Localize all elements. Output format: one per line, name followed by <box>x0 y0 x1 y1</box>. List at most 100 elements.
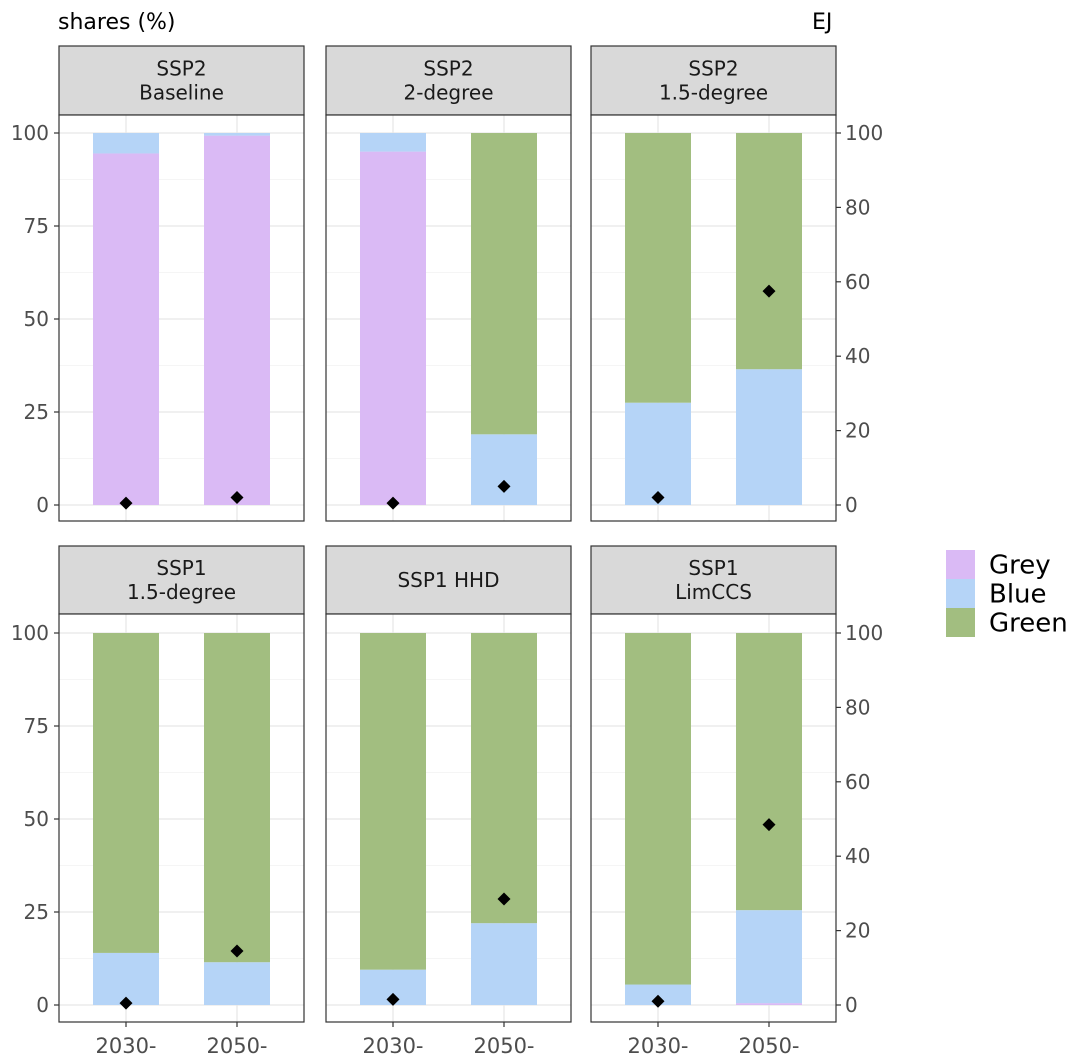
panel-border <box>325 613 572 1023</box>
facet-strip <box>590 45 837 116</box>
bar-segment-blue <box>736 910 802 1004</box>
x-tick-label: 2030- <box>362 1034 423 1058</box>
y-right-tick-label: 0 <box>845 493 858 517</box>
facet-panel: SSP1 HHD 2030- 2050- <box>325 545 572 1058</box>
ej-marker <box>230 491 244 505</box>
facet-title: 2-degree <box>403 81 493 105</box>
bar-segment-blue <box>625 402 691 505</box>
ej-marker <box>762 284 776 298</box>
legend-label: Blue <box>989 580 1047 610</box>
facet-title: 1.5-degree <box>127 580 236 604</box>
bar-segment-green <box>736 133 802 370</box>
ej-marker <box>497 892 511 906</box>
ej-marker <box>651 491 665 505</box>
facet-title: LimCCS <box>675 580 752 604</box>
bar-segment-blue <box>93 952 159 1005</box>
ej-marker <box>230 944 244 958</box>
bar-segment-green <box>471 133 537 435</box>
facet-title: SSP2 <box>156 57 206 81</box>
ej-marker <box>119 996 133 1010</box>
y-right-tick-label: 40 <box>845 844 870 868</box>
ej-marker <box>386 992 400 1006</box>
ej-marker <box>762 818 776 832</box>
y-left-tick-label: 0 <box>36 493 49 517</box>
bar-segment-green <box>93 633 159 953</box>
panel-border <box>590 114 837 522</box>
y-right-tick-label: 20 <box>845 419 870 443</box>
facet-title: SSP2 <box>688 57 738 81</box>
facet-strip <box>325 45 572 116</box>
facet-panels: SSP2Baseline0255075100SSP22-degreeSSP21.… <box>11 45 883 1058</box>
y-right-tick-label: 80 <box>845 695 870 719</box>
facet-strip <box>325 545 572 615</box>
y-left-tick-label: 100 <box>11 121 49 145</box>
facet-title: SSP1 <box>688 556 738 580</box>
y-right-tick-label: 100 <box>845 121 883 145</box>
y-right-title: EJ <box>812 10 832 35</box>
legend-key-grey <box>946 550 975 579</box>
x-tick-label: 2050- <box>473 1034 534 1058</box>
bar-segment-green <box>471 633 537 924</box>
facet-title: 1.5-degree <box>659 81 768 105</box>
bar-segment-grey <box>93 153 159 505</box>
ej-marker <box>386 496 400 510</box>
legend-key-blue <box>946 579 975 608</box>
y-left-tick-label: 75 <box>24 714 49 738</box>
legend-label: Grey <box>989 551 1051 581</box>
facet-strip <box>58 45 305 116</box>
panel-border <box>590 613 837 1023</box>
y-right-tick-label: 60 <box>845 770 870 794</box>
facet-title: SSP2 <box>423 57 473 81</box>
panel-border <box>58 114 305 522</box>
panel-border <box>58 613 305 1023</box>
y-right-tick-label: 80 <box>845 195 870 219</box>
ej-marker <box>497 479 511 493</box>
y-left-title: shares (%) <box>58 10 176 35</box>
x-tick-label: 2050- <box>206 1034 267 1058</box>
y-left-tick-label: 0 <box>36 993 49 1017</box>
bar-segment-blue <box>625 984 691 1005</box>
bar-segment-blue <box>736 369 802 505</box>
bar-segment-green <box>625 133 691 403</box>
y-right-tick-label: 0 <box>845 993 858 1017</box>
legend-label: Green <box>989 609 1068 639</box>
x-tick-label: 2030- <box>627 1034 688 1058</box>
facet-title: SSP1 <box>156 556 206 580</box>
facet-title: Baseline <box>139 81 224 105</box>
y-right-tick-label: 40 <box>845 344 870 368</box>
bar-segment-blue <box>204 133 270 136</box>
bar-segment-blue <box>471 923 537 1005</box>
ej-marker <box>651 994 665 1008</box>
bar-segment-blue <box>471 434 537 505</box>
y-right-tick-label: 20 <box>845 919 870 943</box>
y-right-tick-label: 100 <box>845 621 883 645</box>
x-tick-label: 2030- <box>95 1034 156 1058</box>
bar-segment-green <box>625 633 691 985</box>
x-tick-label: 2050- <box>738 1034 799 1058</box>
y-left-tick-label: 25 <box>24 400 49 424</box>
bar-segment-green <box>736 633 802 911</box>
bar-segment-green <box>204 633 270 963</box>
bar-segment-blue <box>360 133 426 152</box>
y-left-tick-label: 50 <box>24 807 49 831</box>
y-left-tick-label: 75 <box>24 214 49 238</box>
bar-segment-grey <box>360 151 426 505</box>
y-left-tick-label: 100 <box>11 621 49 645</box>
legend-key-green <box>946 608 975 637</box>
y-left-tick-label: 50 <box>24 307 49 331</box>
ej-marker <box>119 496 133 510</box>
bar-segment-grey <box>736 1003 802 1005</box>
facet-strip <box>58 545 305 615</box>
bar-segment-green <box>360 633 426 970</box>
y-right-tick-label: 60 <box>845 270 870 294</box>
panel-border <box>325 114 572 522</box>
bar-segment-blue <box>93 133 159 154</box>
facet-strip <box>590 545 837 615</box>
y-left-tick-label: 25 <box>24 900 49 924</box>
